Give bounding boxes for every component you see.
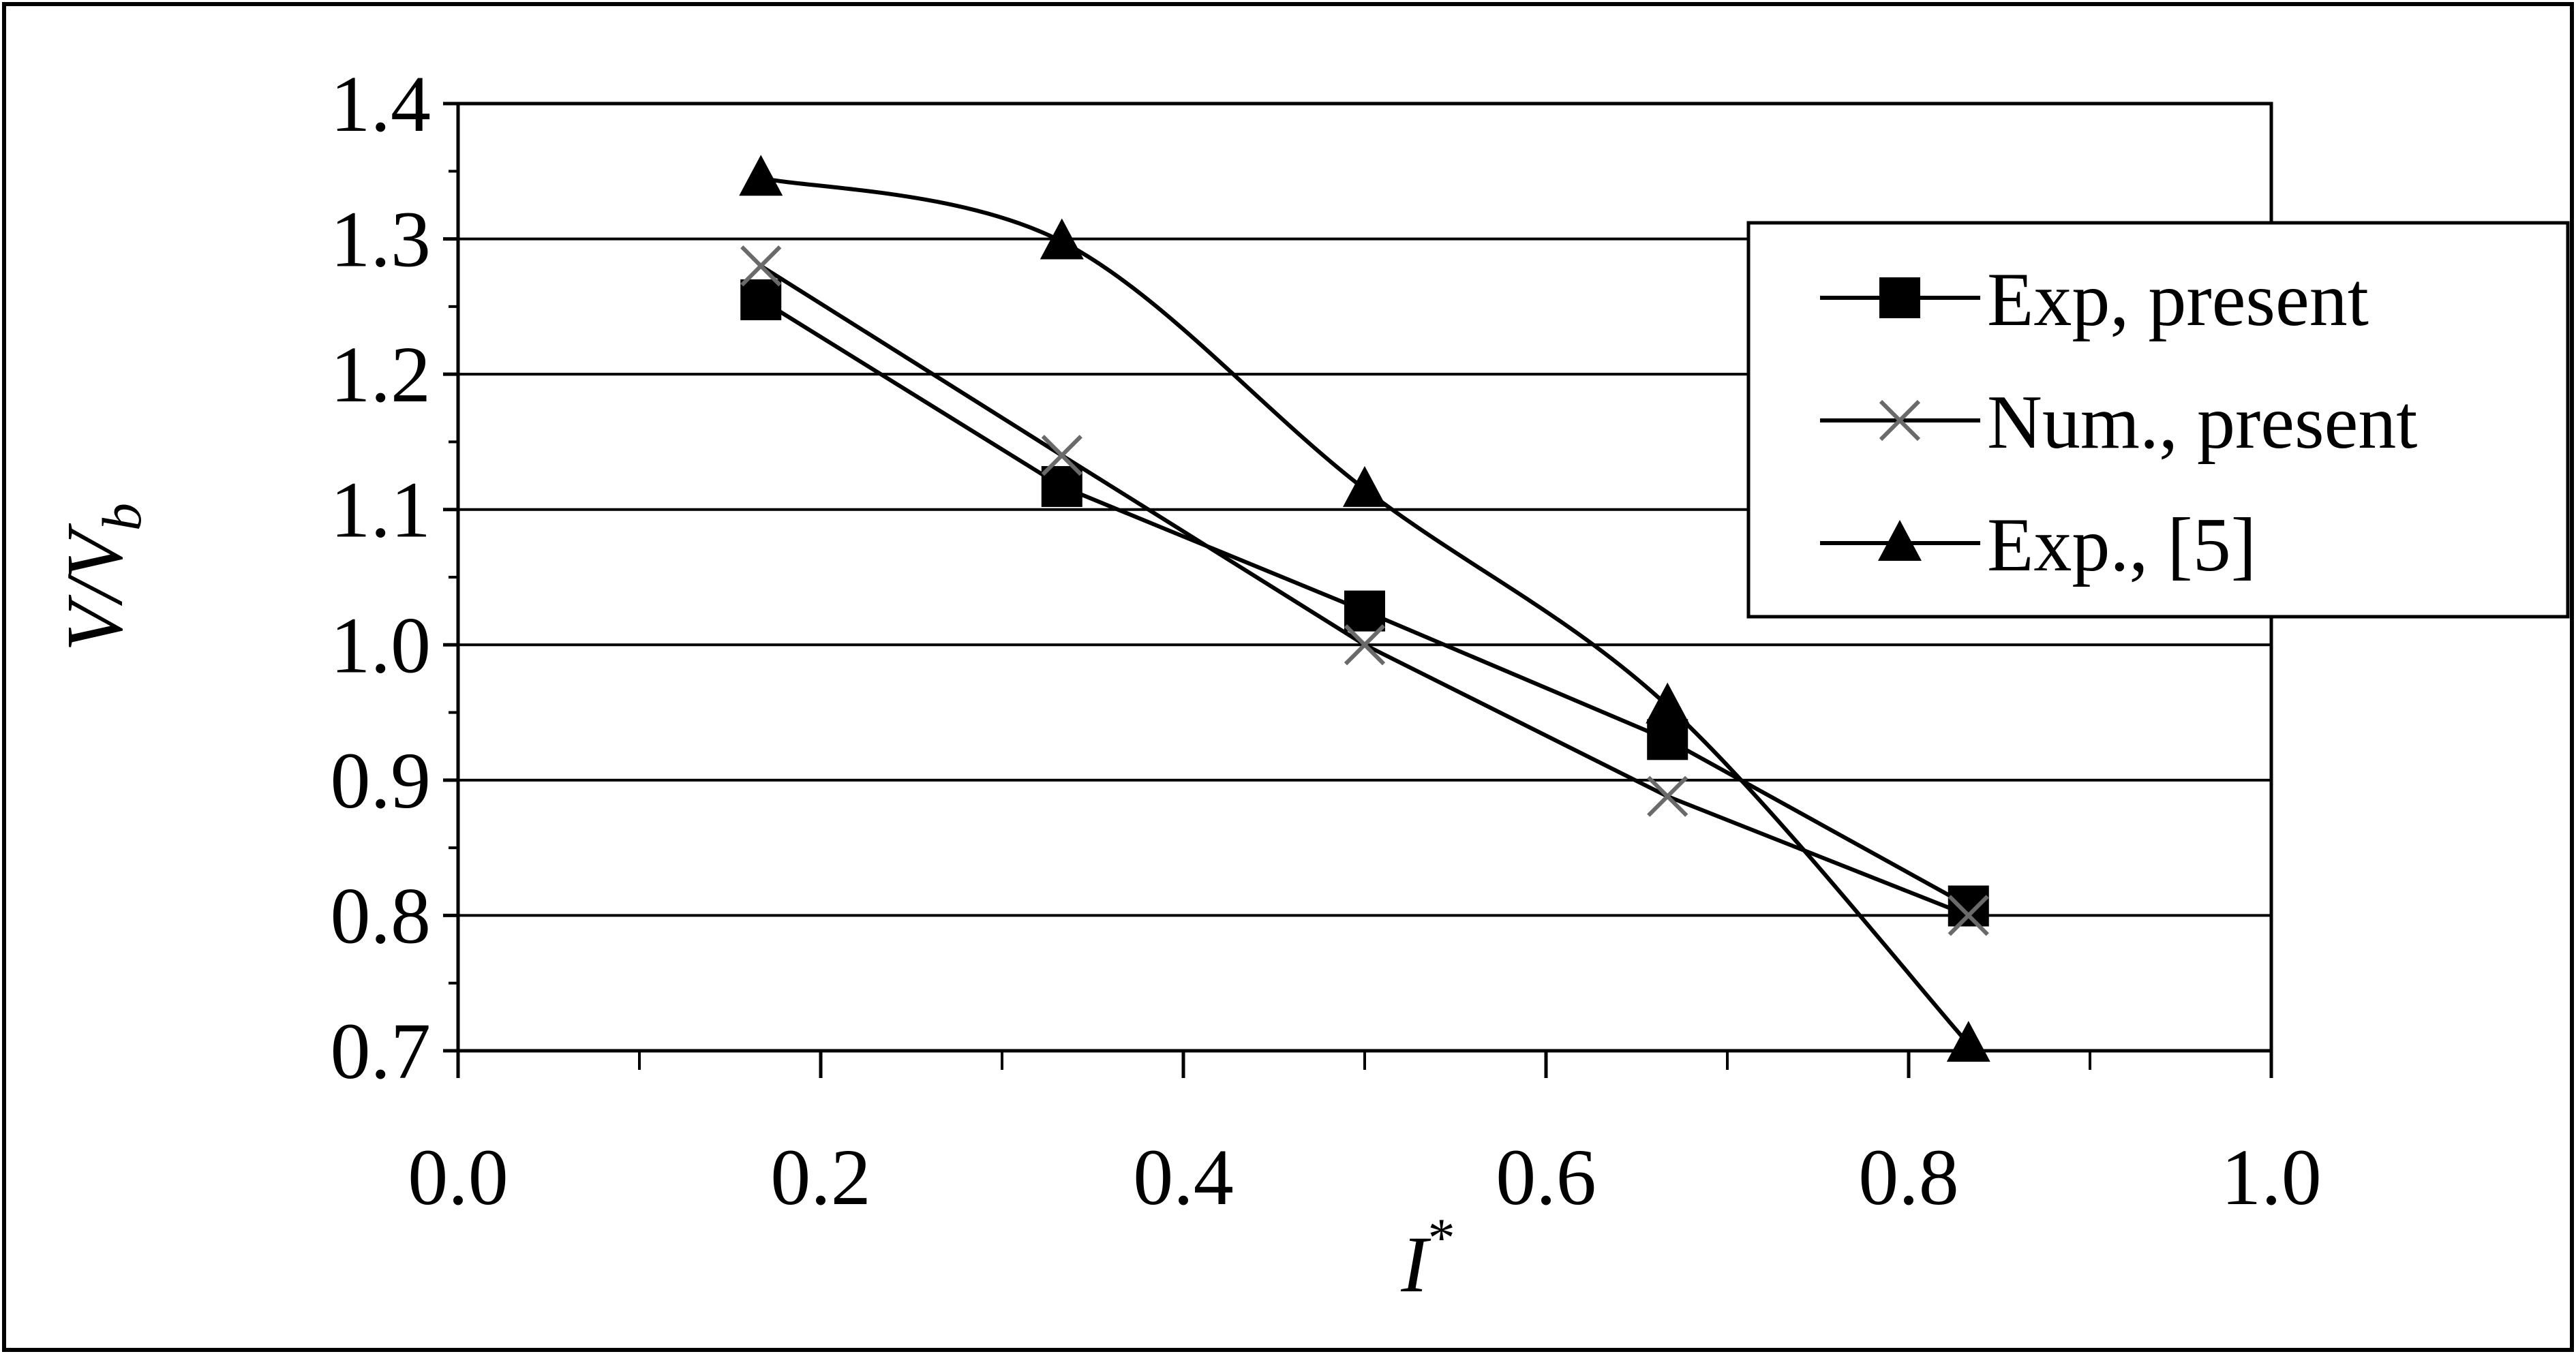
data-point-triangle xyxy=(739,155,783,196)
legend-items: Exp, present Num., present Exp., [5] xyxy=(1820,258,2417,587)
data-point-cross xyxy=(1041,435,1082,476)
legend-item: Exp., [5] xyxy=(1820,503,2256,587)
data-point-square xyxy=(1948,885,1989,927)
legend-label: Exp, present xyxy=(1987,258,2369,342)
data-point-triangle xyxy=(1946,1021,1990,1062)
y-axis-title-subscript: b xyxy=(91,503,153,531)
legend-label: Exp., [5] xyxy=(1987,503,2256,587)
y-tick-label: 0.8 xyxy=(331,871,431,960)
data-point-triangle xyxy=(1040,218,1084,260)
data-point-cross xyxy=(1344,624,1386,666)
x-axis-title-superscript: * xyxy=(1428,1208,1455,1268)
legend-marker-cross xyxy=(1879,399,1921,442)
data-point-square xyxy=(1041,465,1082,507)
data-point-square xyxy=(740,279,782,320)
y-tick-label: 1.3 xyxy=(331,195,431,284)
x-tick-label: 0.8 xyxy=(1858,1133,1959,1222)
x-axis-title-main: I xyxy=(1400,1220,1431,1309)
y-tick-label: 0.7 xyxy=(331,1006,431,1096)
x-tick-label: 0.4 xyxy=(1133,1133,1234,1222)
data-point-triangle xyxy=(1646,682,1690,724)
series-exp-present xyxy=(740,279,1989,927)
y-axis-title-main: V/V xyxy=(50,523,139,651)
legend-marker-triangle xyxy=(1878,520,1922,561)
y-tick-label: 1.4 xyxy=(331,59,431,149)
y-tick-label: 1.0 xyxy=(331,600,431,690)
data-point-cross xyxy=(740,245,782,287)
legend-label: Num., present xyxy=(1987,380,2417,465)
legend-item: Num., present xyxy=(1820,380,2417,465)
y-tick-label: 0.9 xyxy=(331,736,431,825)
x-tick-label: 1.0 xyxy=(2221,1133,2322,1222)
series-layer xyxy=(739,155,1990,1062)
data-point-square xyxy=(1647,719,1688,760)
x-tick-label: 0.2 xyxy=(770,1133,871,1222)
data-point-square xyxy=(1344,590,1385,632)
data-point-triangle xyxy=(1343,465,1387,507)
x-tick-label: 0.0 xyxy=(408,1133,509,1222)
series-exp-5 xyxy=(739,155,1990,1062)
axes: 0.7 0.8 0.9 1.0 1.1 1.2 1.3 1.4 0.0 0.2 0.4 0.6 0.8 1… xyxy=(331,59,2322,1222)
y-axis-title: V/Vb xyxy=(50,503,153,651)
x-tick-label: 0.6 xyxy=(1496,1133,1596,1222)
data-point-cross xyxy=(1948,895,1989,936)
legend-marker-square xyxy=(1879,277,1920,318)
y-tick-label: 1.1 xyxy=(331,465,431,555)
legend-item: Exp, present xyxy=(1820,258,2369,342)
x-axis-title: I* xyxy=(1400,1208,1455,1309)
y-tick-label: 1.2 xyxy=(331,330,431,419)
series-num-present xyxy=(740,245,1989,936)
legend: Exp, present Num., present Exp., [5] xyxy=(1746,221,2570,619)
data-point-cross xyxy=(1647,775,1688,817)
